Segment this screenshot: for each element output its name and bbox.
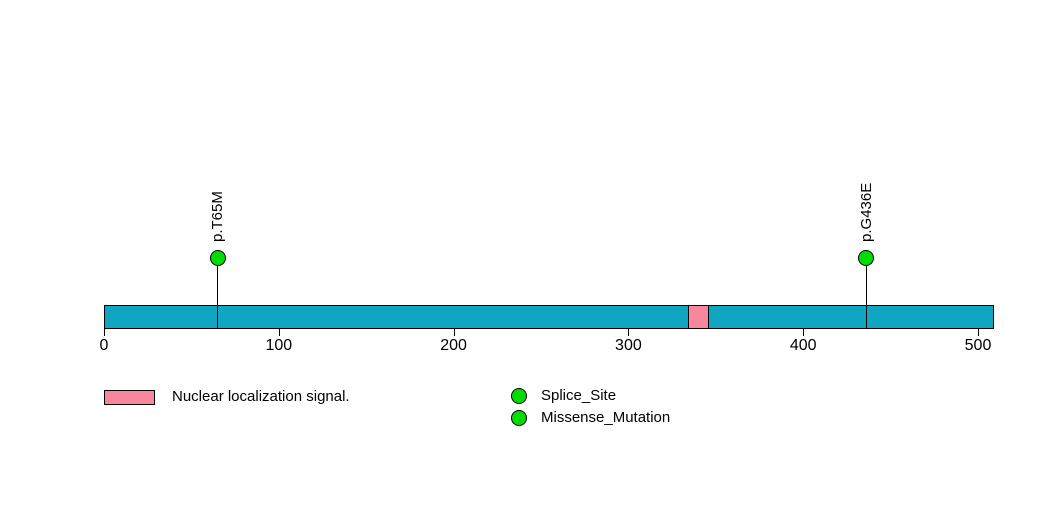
domain-swatch	[104, 389, 155, 405]
axis-tick	[978, 329, 979, 336]
mutation-circle	[858, 250, 875, 266]
legend-item: Missense_Mutation	[511, 407, 670, 429]
axis-tick-label: 300	[615, 337, 642, 354]
axis-tick	[803, 329, 805, 336]
axis-tick-label: 0	[99, 337, 109, 354]
axis-tick-label: 100	[265, 337, 293, 354]
mutation-type-dot	[511, 388, 527, 404]
legend-item: Nuclear localization signal.	[104, 386, 350, 408]
protein-domain	[687, 305, 709, 329]
legend-item-label: Nuclear localization signal.	[172, 388, 350, 405]
lollipop-stem	[217, 258, 219, 329]
axis-tick-label: 500	[964, 337, 992, 354]
axis-tick	[104, 329, 105, 336]
axis-tick-label: 200	[440, 337, 467, 354]
axis-tick	[278, 329, 280, 336]
axis-tick-label: 400	[789, 337, 817, 354]
protein-backbone	[104, 305, 994, 329]
mutation-label: p.G436E	[857, 182, 875, 242]
legend-mutation-column: Splice_Site Missense_Mutation	[511, 385, 670, 429]
legend-domain-column: Nuclear localization signal.	[104, 386, 350, 408]
mutation-label: p.T65M	[209, 191, 227, 242]
axis-tick	[453, 329, 455, 336]
legend-item-label: Missense_Mutation	[541, 409, 671, 426]
legend-item-label: Splice_Site	[541, 387, 617, 404]
legend-item: Splice_Site	[511, 385, 670, 407]
axis-tick	[628, 329, 630, 336]
lollipop-stem	[865, 258, 867, 329]
mutation-type-dot	[511, 410, 527, 426]
mutation-circle	[209, 250, 226, 266]
